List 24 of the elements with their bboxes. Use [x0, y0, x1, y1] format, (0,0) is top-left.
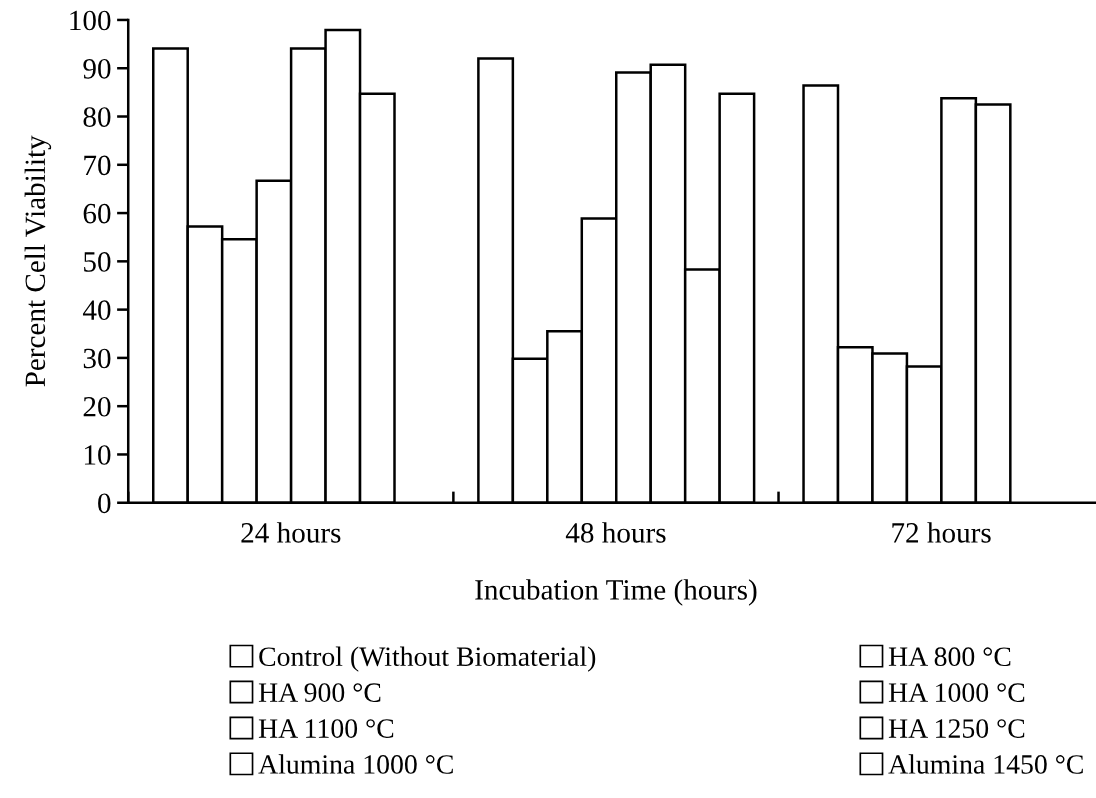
legend-label: HA 800 °C	[888, 647, 1011, 667]
y-tick-label: 10	[84, 445, 111, 465]
y-tick-label: 0	[98, 493, 111, 514]
y-tick-label: 20	[83, 396, 111, 417]
legend-label: Control (Without Biomaterial)	[259, 646, 596, 672]
y-tick-label: 50	[84, 252, 111, 272]
legend-label: Alumina 1450 °C	[888, 754, 1083, 774]
y-tick-label: 70	[84, 155, 111, 176]
legend-label: HA 1000 °C	[888, 683, 1025, 702]
y-tick-label: 40	[82, 300, 111, 321]
y-axis-title: Percent Cell Viability	[24, 135, 52, 387]
y-tick-label: 30	[83, 348, 111, 369]
x-axis-title: Incubation Time (hours)	[475, 579, 757, 606]
y-tick-label: 100	[70, 10, 111, 31]
x-tick-label: 48 hours	[565, 522, 666, 543]
legend-label: HA 1250 °C	[888, 719, 1025, 738]
y-tick-label: 60	[83, 203, 111, 224]
legend-label: HA 900 °C	[258, 683, 381, 702]
legend-label: Alumina 1000 °C	[258, 754, 453, 774]
x-tick-label: 24 hours	[241, 522, 341, 543]
y-tick-label: 80	[83, 107, 111, 127]
x-tick-label: 72 hours	[892, 522, 991, 543]
y-tick-label: 90	[83, 58, 111, 79]
legend-label: HA 1100 °C	[258, 719, 394, 738]
